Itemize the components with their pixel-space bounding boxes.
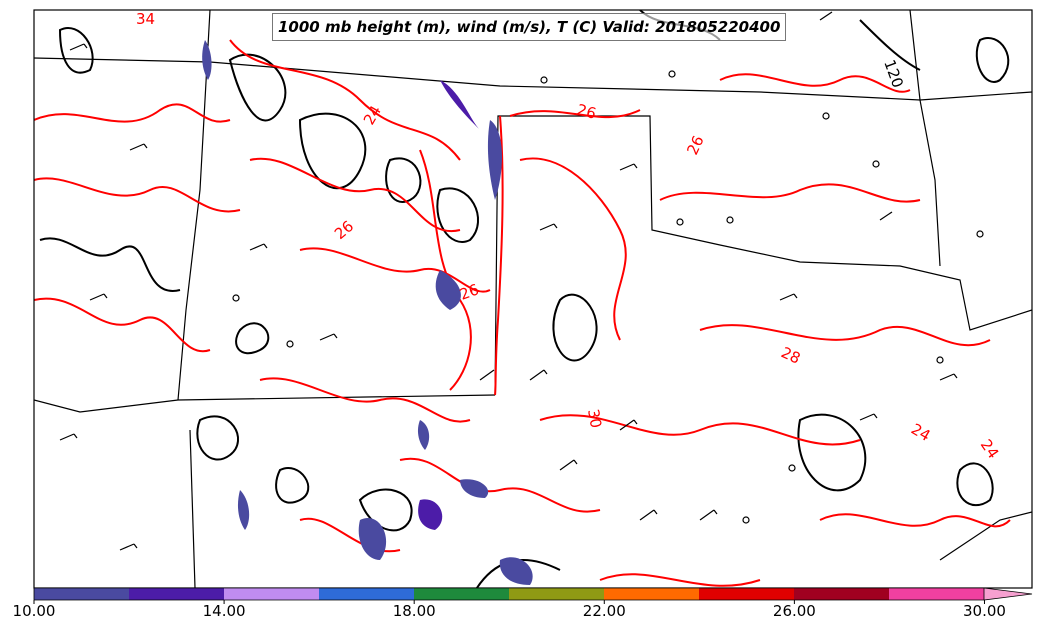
temp-label: 26: [331, 217, 357, 243]
temp-label: 26: [457, 280, 481, 303]
colorbar-tick-label: 26.00: [772, 602, 816, 620]
colorbar-segment: [414, 588, 510, 600]
colorbar-segment: [794, 588, 890, 600]
temp-label: 26: [683, 133, 707, 158]
colorbar-segment: [34, 588, 130, 600]
colorbar-segment: [509, 588, 605, 600]
contour-labels: 120 34 26 24 26 26 28 30 24 24 26: [136, 10, 1002, 462]
map-plot-area: [34, 10, 1032, 588]
colorbar-outline: [33, 587, 984, 601]
shaded-regions: [202, 40, 533, 585]
wind-barbs: [59, 11, 958, 551]
colorbar-tick-label: 10.00: [12, 602, 56, 620]
colorbar-segment: [129, 588, 225, 600]
height-contours: [39, 10, 1010, 588]
colorbar-tick-label: 18.00: [392, 602, 436, 620]
colorbar-segment: [889, 588, 985, 600]
temp-label: 34: [136, 10, 155, 28]
temp-label: 28: [778, 343, 803, 367]
state-boundaries: [34, 10, 1032, 588]
colorbar-segment: [319, 588, 415, 600]
temp-label: 24: [977, 436, 1003, 462]
colorbar-tick-label: 14.00: [202, 602, 246, 620]
calm-markers: [232, 70, 984, 524]
map-title: 1000 mb height (m), wind (m/s), T (C) Va…: [272, 13, 787, 41]
colorbar-extend-arrow: [983, 587, 1033, 601]
temp-label: 30: [584, 408, 605, 430]
temp-label: 24: [908, 420, 934, 445]
colorbar-segment: [604, 588, 700, 600]
colorbar-segment: [224, 588, 320, 600]
temp-label: 24: [360, 102, 385, 128]
colorbar-segment: [699, 588, 795, 600]
colorbar-tick-label: 22.00: [582, 602, 626, 620]
colorbar: [33, 587, 1033, 604]
temp-label: 26: [575, 100, 598, 122]
plot-frame: [33, 9, 1033, 589]
colorbar-tick-label: 30.00: [962, 602, 1006, 620]
temperature-contours: [34, 39, 1011, 587]
